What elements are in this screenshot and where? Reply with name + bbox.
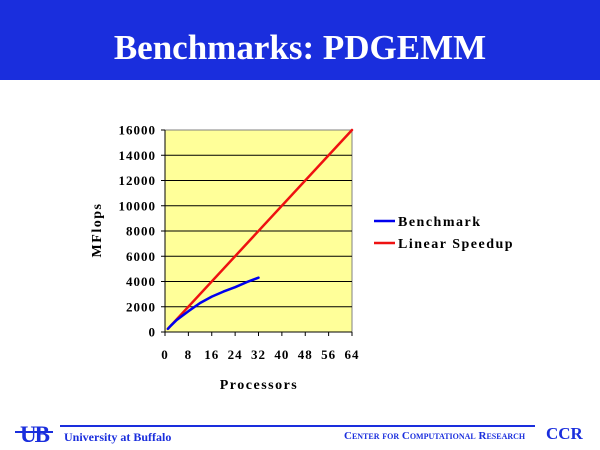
x-tick-label: 64 [345, 347, 360, 362]
series-line-benchmark [166, 276, 260, 331]
ub-logo-text: UB [20, 422, 50, 447]
y-tick-label: 6000 [126, 249, 156, 264]
y-tick-label: 12000 [119, 173, 157, 188]
x-tick-label: 16 [204, 347, 219, 362]
y-tick-label: 14000 [119, 148, 157, 163]
footer-acronym: CCR [546, 424, 583, 443]
x-tick-label: 32 [251, 347, 266, 362]
series-line-linear-speedup [166, 128, 354, 331]
title-banner [0, 0, 600, 80]
y-tick-label: 2000 [126, 299, 156, 314]
chart: 0 2000 4000 6000 8000 10000 12000 14000 16000 0 8 1… [90, 123, 514, 394]
x-tick-label: 24 [228, 347, 243, 362]
legend-label-linear-speedup: Linear Speedup [398, 237, 514, 252]
y-tick-label: 10000 [119, 198, 157, 213]
y-tick-label: 0 [149, 325, 157, 340]
y-tick-label: 8000 [126, 224, 156, 239]
footer-rule [60, 425, 535, 427]
ub-logo: UB [15, 422, 53, 447]
x-axis-label: Processors [220, 378, 299, 393]
y-axis-label: MFlops [90, 203, 105, 258]
y-tick-label: 4000 [126, 274, 156, 289]
legend-label-benchmark: Benchmark [398, 215, 482, 230]
slide-title: Benchmarks: PDGEMM [113, 28, 487, 67]
footer-center-name: Center for Computational Research [344, 430, 526, 442]
x-tick-label: 48 [298, 347, 313, 362]
x-tick-label: 40 [274, 347, 289, 362]
x-tick-label: 56 [321, 347, 336, 362]
y-tick-label: 16000 [119, 123, 157, 138]
x-tick-label: 0 [161, 347, 169, 362]
x-tick-label: 8 [185, 347, 193, 362]
footer-university: University at Buffalo [64, 430, 172, 444]
